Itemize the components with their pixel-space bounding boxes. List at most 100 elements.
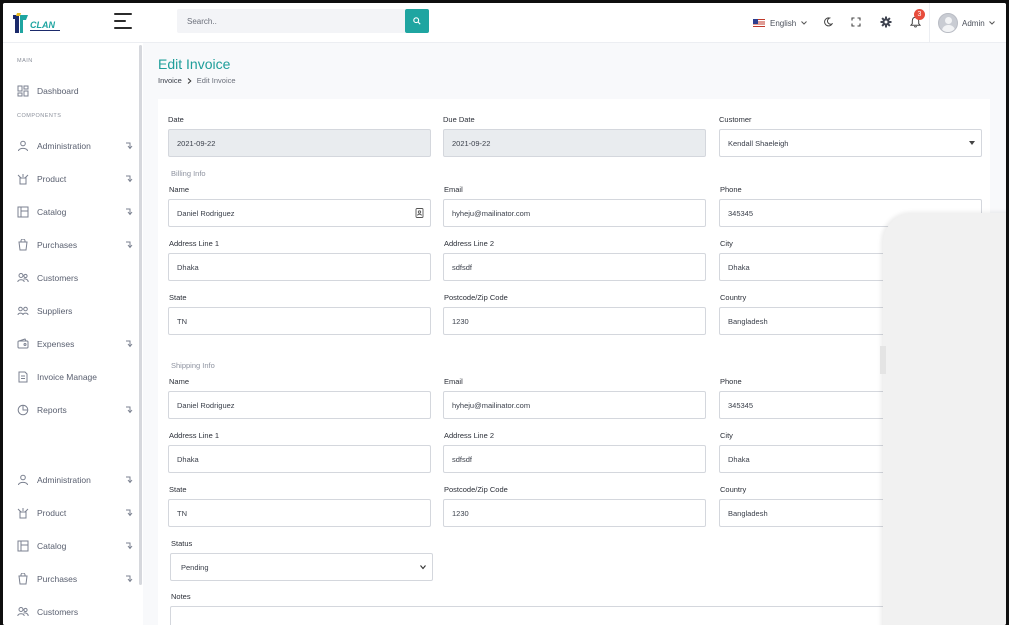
billing-phone-value: 345345 xyxy=(728,208,754,218)
notes-textarea[interactable] xyxy=(170,606,982,625)
sidebar-item-dashboard[interactable]: Dashboard xyxy=(17,83,133,99)
sidebar-item-product[interactable]: Product xyxy=(17,505,133,521)
shipping-address-line-1-input[interactable]: Dhaka xyxy=(168,445,431,473)
billing-address-line-1-input[interactable]: Dhaka xyxy=(168,253,431,281)
billing-address-line-2-input[interactable]: sdfsdf xyxy=(443,253,706,281)
sidebar-section-main: MAIN xyxy=(17,58,33,64)
date-field[interactable]: 2021-09-22 xyxy=(168,129,431,157)
contact-card-icon[interactable] xyxy=(415,208,424,220)
search-button[interactable] xyxy=(405,9,429,33)
billing-address-line-1-label: Address Line 1 xyxy=(169,239,220,248)
submenu-arrow-icon xyxy=(125,509,133,517)
overlay-panel xyxy=(883,213,1006,625)
sidebar-item-label: Dashboard xyxy=(37,86,79,96)
sidebar-item-label: Product xyxy=(37,508,67,518)
sidebar-item-reports[interactable]: Reports xyxy=(17,402,133,418)
chevron-down-icon xyxy=(420,565,426,570)
sidebar-item-product[interactable]: Product xyxy=(17,171,133,187)
sidebar-item-label: Expenses xyxy=(37,339,75,349)
dashboard-icon xyxy=(17,85,29,97)
sidebar-item-administration[interactable]: Administration xyxy=(17,138,133,154)
submenu-arrow-icon xyxy=(125,340,133,348)
dark-mode-icon[interactable] xyxy=(821,15,835,29)
shipping-phone-label: Phone xyxy=(720,377,742,386)
sidebar-item-label: Product xyxy=(37,174,67,184)
sidebar-item-invoice-manage[interactable]: Invoice Manage xyxy=(17,369,133,385)
sidebar-item-customers[interactable]: Customers xyxy=(17,604,133,620)
customer-select[interactable]: Kendall Shaeleigh xyxy=(719,129,982,157)
shipping-address-line-2-input[interactable]: sdfsdf xyxy=(443,445,706,473)
shipping-country-label: Country xyxy=(720,485,747,494)
caret-down-icon xyxy=(969,141,975,145)
billing-info-heading: Billing Info xyxy=(171,169,206,178)
settings-gear-icon[interactable] xyxy=(879,15,893,29)
shipping-address-line-2-value: sdfsdf xyxy=(452,454,473,464)
sidebar-item-purchases[interactable]: Purchases xyxy=(17,237,133,253)
shipping-state-value: TN xyxy=(177,508,187,518)
reports-icon xyxy=(17,404,29,416)
billing-email-label: Email xyxy=(444,185,463,194)
sidebar-item-label: Suppliers xyxy=(37,306,73,316)
billing-city-label: City xyxy=(720,239,733,248)
users-icon xyxy=(17,140,29,152)
search-input[interactable] xyxy=(177,9,405,33)
shipping-name-value: Daniel Rodriguez xyxy=(177,400,235,410)
shipping-name-label: Name xyxy=(169,377,190,386)
sidebar-item-catalog[interactable]: Catalog xyxy=(17,204,133,220)
sidebar-item-label: Catalog xyxy=(37,541,67,551)
product-icon xyxy=(17,507,29,519)
sidebar-item-catalog[interactable]: Catalog xyxy=(17,538,133,554)
menu-toggle-icon[interactable] xyxy=(114,13,132,29)
sidebar-item-label: Invoice Manage xyxy=(37,372,98,382)
date-label: Date xyxy=(168,115,184,124)
shipping-email-input[interactable]: hyheju@mailinator.com xyxy=(443,391,706,419)
sidebar-item-purchases[interactable]: Purchases xyxy=(17,571,133,587)
user-menu[interactable]: Admin xyxy=(929,3,1006,43)
sidebar-item-expenses[interactable]: Expenses xyxy=(17,336,133,352)
shipping-postcode-value: 1230 xyxy=(452,508,469,518)
shipping-name-input[interactable]: Daniel Rodriguez xyxy=(168,391,431,419)
catalog-icon xyxy=(17,206,29,218)
breadcrumb-invoice-link[interactable]: Invoice xyxy=(158,76,182,85)
billing-name-input[interactable]: Daniel Rodriguez xyxy=(168,199,431,227)
language-selector[interactable]: English xyxy=(753,16,808,30)
sidebar-item-customers[interactable]: Customers xyxy=(17,270,133,286)
submenu-arrow-icon xyxy=(125,406,133,414)
due-date-field[interactable]: 2021-09-22 xyxy=(443,129,706,157)
chevron-down-icon xyxy=(988,21,995,25)
billing-state-input[interactable]: TN xyxy=(168,307,431,335)
suppliers-icon xyxy=(17,305,29,317)
search-icon xyxy=(413,17,421,25)
sidebar-item-administration[interactable]: Administration xyxy=(17,472,133,488)
billing-name-label: Name xyxy=(169,185,190,194)
top-header: CLAN English 3 xyxy=(3,3,1006,43)
sidebar-section-components: COMPONENTS xyxy=(17,113,62,119)
sidebar-item-label: Administration xyxy=(37,141,91,151)
billing-state-label: State xyxy=(169,293,187,302)
breadcrumb-current: Edit Invoice xyxy=(196,76,236,85)
users-icon xyxy=(17,474,29,486)
status-select[interactable]: Pending xyxy=(170,553,433,581)
billing-email-input[interactable]: hyheju@mailinator.com xyxy=(443,199,706,227)
language-label: English xyxy=(770,18,797,28)
shipping-state-input[interactable]: TN xyxy=(168,499,431,527)
status-value: Pending xyxy=(181,562,209,572)
notification-badge: 3 xyxy=(914,9,925,20)
billing-postcode-input[interactable]: 1230 xyxy=(443,307,706,335)
sidebar-scrollbar[interactable] xyxy=(139,45,142,585)
shipping-postcode-input[interactable]: 1230 xyxy=(443,499,706,527)
product-icon xyxy=(17,173,29,185)
sidebar-item-suppliers[interactable]: Suppliers xyxy=(17,303,133,319)
svg-text:CLAN: CLAN xyxy=(30,20,55,30)
brand-logo[interactable]: CLAN xyxy=(11,11,63,37)
fullscreen-icon[interactable] xyxy=(849,15,863,29)
billing-country-value: Bangladesh xyxy=(728,316,768,326)
submenu-arrow-icon xyxy=(125,542,133,550)
invoice-form-card: Date 2021-09-22 Due Date 2021-09-22 Cust… xyxy=(158,99,990,625)
expenses-icon xyxy=(17,338,29,350)
shipping-city-value: Dhaka xyxy=(728,454,750,464)
shipping-state-label: State xyxy=(169,485,187,494)
sidebar-item-label: Purchases xyxy=(37,574,78,584)
purchases-icon xyxy=(17,239,29,251)
sidebar-item-label: Purchases xyxy=(37,240,78,250)
